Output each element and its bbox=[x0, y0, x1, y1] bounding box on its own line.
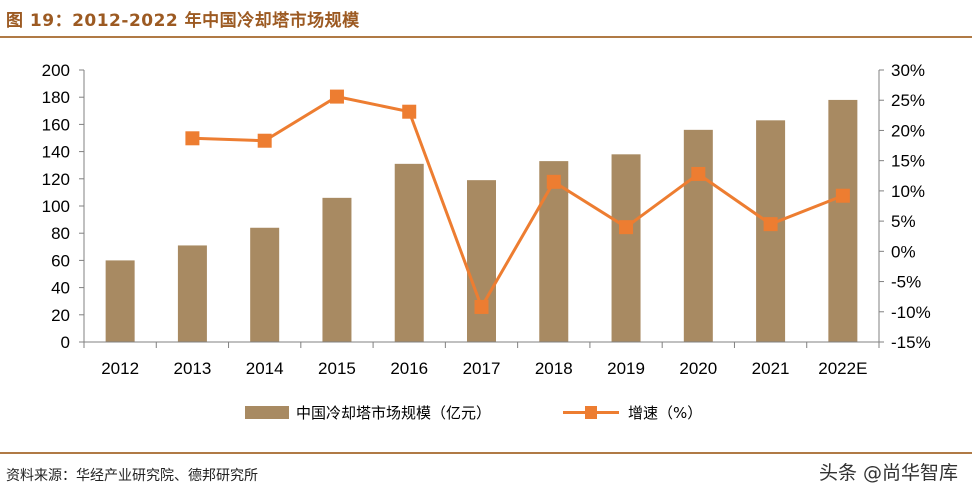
source-note: 资料来源：华经产业研究院、德邦研究所 bbox=[6, 468, 258, 484]
bar-2013 bbox=[177, 245, 207, 342]
x-tick-label: 2014 bbox=[246, 359, 284, 378]
x-tick-label: 2018 bbox=[535, 359, 573, 378]
bar-2019 bbox=[611, 154, 641, 342]
chart: 0 20 40 60 80 100 120 140 160 180 200 -15% -10% -5% 0… bbox=[42, 61, 931, 422]
left-tick-label: 200 bbox=[42, 61, 70, 80]
left-tick-label: 40 bbox=[51, 279, 70, 298]
left-tick-label: 100 bbox=[42, 197, 70, 216]
left-tick-label: 60 bbox=[51, 251, 70, 270]
bar-2022E bbox=[828, 99, 858, 342]
bar-2014 bbox=[250, 227, 280, 342]
right-tick-label: -5% bbox=[891, 273, 921, 292]
bottom-rule bbox=[0, 452, 972, 454]
x-tick-label: 2021 bbox=[752, 359, 790, 378]
growth-point-2021 bbox=[763, 217, 778, 232]
x-tick-label: 2019 bbox=[607, 359, 645, 378]
bar-2021 bbox=[756, 120, 786, 342]
bar-series bbox=[105, 99, 858, 342]
bar-2017 bbox=[467, 180, 496, 342]
watermark: 头条 @尚华智库 bbox=[818, 462, 958, 484]
right-tick-label: 10% bbox=[891, 182, 925, 201]
right-tick-label: -15% bbox=[891, 333, 931, 352]
figure-title: 图 19：2012-2022 年中国冷却塔市场规模 bbox=[6, 11, 360, 31]
left-tick-label: 80 bbox=[51, 224, 70, 243]
axes bbox=[79, 69, 884, 348]
growth-point-2019 bbox=[619, 220, 634, 235]
growth-point-2022E bbox=[835, 188, 850, 203]
left-tick-label: 180 bbox=[42, 88, 70, 107]
right-axis-ticks: -15% -10% -5% 0% 5% 10% 15% 20% 25% 30% bbox=[891, 61, 931, 352]
left-tick-label: 0 bbox=[61, 333, 70, 352]
right-tick-label: 0% bbox=[891, 242, 916, 261]
bar-2020 bbox=[683, 129, 713, 342]
growth-point-2020 bbox=[691, 166, 706, 181]
right-tick-label: 5% bbox=[891, 212, 916, 231]
left-tick-label: 160 bbox=[42, 115, 70, 134]
right-tick-label: 30% bbox=[891, 61, 925, 80]
x-axis-ticks: 2012 2013 2014 2015 2016 2017 2018 2019 2020 2021… bbox=[101, 359, 867, 378]
legend-line-marker bbox=[585, 406, 597, 419]
top-rule bbox=[0, 36, 972, 38]
growth-point-2015 bbox=[329, 89, 344, 104]
bar-2015 bbox=[322, 197, 352, 342]
bar-2012 bbox=[105, 260, 135, 342]
left-tick-label: 140 bbox=[42, 143, 70, 162]
growth-point-2016 bbox=[402, 104, 417, 119]
legend: 中国冷却塔市场规模（亿元） 增速（%） bbox=[245, 404, 702, 422]
x-tick-label: 2022E bbox=[818, 359, 867, 378]
left-axis-ticks: 0 20 40 60 80 100 120 140 160 180 200 bbox=[42, 61, 70, 352]
growth-point-2013 bbox=[185, 131, 200, 146]
growth-line bbox=[192, 95, 844, 311]
left-tick-label: 20 bbox=[51, 306, 70, 325]
x-tick-label: 2013 bbox=[173, 359, 211, 378]
growth-point-2017 bbox=[474, 299, 489, 314]
legend-bar-label: 中国冷却塔市场规模（亿元） bbox=[296, 404, 491, 422]
x-tick-label: 2016 bbox=[390, 359, 428, 378]
x-tick-label: 2015 bbox=[318, 359, 356, 378]
growth-point-2014 bbox=[257, 133, 272, 148]
legend-line-label: 增速（%） bbox=[628, 404, 702, 422]
right-tick-label: 20% bbox=[891, 121, 925, 140]
x-tick-label: 2017 bbox=[463, 359, 501, 378]
bar-2018 bbox=[539, 161, 569, 342]
line-series bbox=[185, 89, 850, 314]
bar-2016 bbox=[394, 163, 424, 342]
x-tick-label: 2020 bbox=[679, 359, 717, 378]
right-tick-label: 25% bbox=[891, 91, 925, 110]
left-tick-label: 120 bbox=[42, 170, 70, 189]
growth-point-2018 bbox=[546, 174, 561, 189]
right-tick-label: -10% bbox=[891, 303, 931, 322]
x-tick-label: 2012 bbox=[101, 359, 139, 378]
legend-bar-swatch bbox=[245, 406, 289, 419]
right-tick-label: 15% bbox=[891, 152, 925, 171]
